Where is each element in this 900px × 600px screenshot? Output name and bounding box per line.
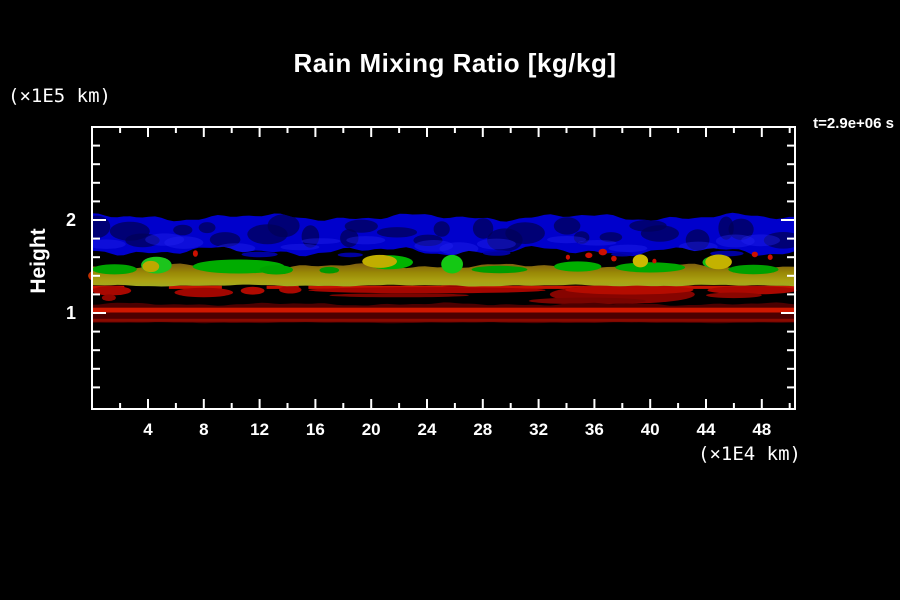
- timestamp: t=2.9e+06 s: [813, 115, 894, 132]
- x-tick-label: 12: [250, 420, 270, 439]
- x-tick-label: 16: [305, 420, 325, 439]
- x-tick-label: 40: [640, 420, 660, 439]
- x-tick-label: 8: [199, 420, 209, 439]
- x-tick-label: 36: [584, 420, 604, 439]
- x-tick-label: 24: [417, 420, 437, 439]
- x-tick-label: 48: [752, 420, 772, 439]
- x-tick-label: 44: [696, 420, 716, 439]
- x-tick-label: 28: [473, 420, 493, 439]
- chart-title: Rain Mixing Ratio [kg/kg]: [293, 48, 617, 78]
- x-axis-unit: (×1E4 km): [698, 443, 801, 465]
- x-tick-label: 4: [143, 420, 153, 439]
- x-tick-label: 20: [361, 420, 381, 439]
- y-tick-label: 1: [65, 303, 76, 323]
- x-tick-label: 32: [529, 420, 549, 439]
- y-tick-label: 2: [65, 210, 76, 230]
- y-axis-label: Height: [27, 228, 50, 294]
- y-axis-unit: (×1E5 km): [8, 85, 111, 107]
